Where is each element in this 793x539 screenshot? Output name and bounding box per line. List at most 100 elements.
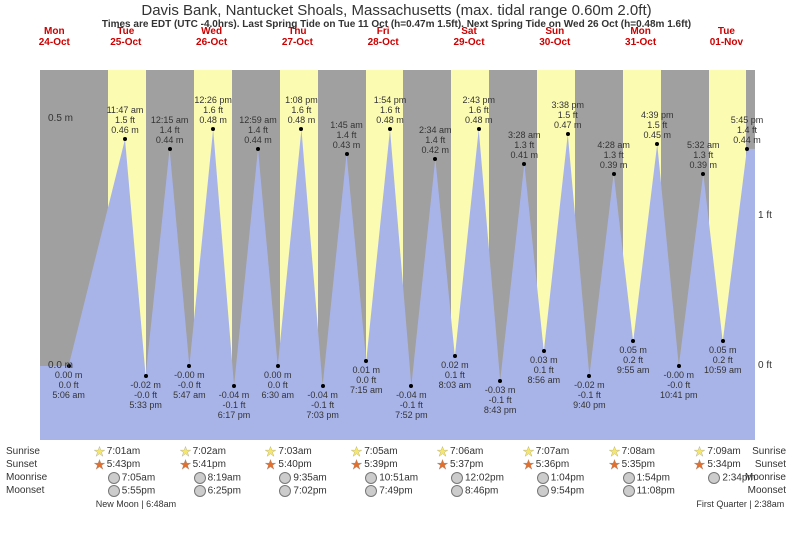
day-header: Tue01-Nov <box>686 26 766 48</box>
high-tide-label: 5:45 pm1.4 ft0.44 m <box>719 115 775 145</box>
moonrise-value: 12:02pm <box>451 472 531 484</box>
tide-point <box>631 339 635 343</box>
moon-icon <box>108 485 120 497</box>
star-icon <box>180 459 191 470</box>
tide-point <box>211 127 215 131</box>
y-tick-left: 0.5 m <box>48 113 73 124</box>
tide-point <box>321 384 325 388</box>
tide-point <box>388 127 392 131</box>
star-icon <box>694 459 705 470</box>
sunset-value: 5:35pm <box>609 459 689 470</box>
tide-point <box>409 384 413 388</box>
tide-point <box>168 147 172 151</box>
sunset-value: 5:40pm <box>265 459 345 470</box>
high-tide-label: 4:39 pm1.5 ft0.45 m <box>629 110 685 140</box>
moon-icon <box>537 485 549 497</box>
tide-chart: Davis Bank, Nantucket Shoals, Massachuse… <box>0 0 793 539</box>
star-icon <box>437 446 448 457</box>
star-icon <box>351 459 362 470</box>
moon-icon <box>365 485 377 497</box>
tide-point <box>187 364 191 368</box>
low-tide-label: 0.00 m0.0 ft5:06 am <box>41 370 97 400</box>
tide-point <box>453 354 457 358</box>
sunrise-value: 7:09am <box>694 446 774 457</box>
tide-point <box>345 152 349 156</box>
tide-point <box>433 157 437 161</box>
sunset-value: 5:41pm <box>180 459 260 470</box>
sun-row-label-left: Moonset <box>6 485 44 496</box>
moon-icon <box>708 472 720 484</box>
star-icon <box>523 459 534 470</box>
high-tide-label: 3:28 am1.3 ft0.41 m <box>496 130 552 160</box>
moon-icon <box>279 472 291 484</box>
day-header: Sun30-Oct <box>515 26 595 48</box>
star-icon <box>94 459 105 470</box>
tide-point <box>477 127 481 131</box>
moonrise-value: 9:35am <box>279 472 359 484</box>
star-icon <box>180 446 191 457</box>
tide-point <box>498 379 502 383</box>
moonrise-value: 10:51am <box>365 472 445 484</box>
day-header: Mon31-Oct <box>601 26 681 48</box>
high-tide-label: 3:38 pm1.5 ft0.47 m <box>540 100 596 130</box>
sunrise-value: 7:01am <box>94 446 174 457</box>
y-tick-right: 1 ft <box>758 210 772 221</box>
day-header: Wed26-Oct <box>172 26 252 48</box>
sunrise-value: 7:06am <box>437 446 517 457</box>
plot-area: 0.00 m0.0 ft5:06 am11:47 am1.5 ft0.46 m-… <box>40 70 755 440</box>
tide-point <box>745 147 749 151</box>
chart-title: Davis Bank, Nantucket Shoals, Massachuse… <box>0 0 793 19</box>
moon-icon <box>623 472 635 484</box>
low-tide-label: -0.04 m-0.1 ft7:52 pm <box>383 390 439 420</box>
tide-point <box>232 384 236 388</box>
tide-point <box>677 364 681 368</box>
sunset-value: 5:39pm <box>351 459 431 470</box>
sunset-value: 5:36pm <box>523 459 603 470</box>
low-tide-label: -0.03 m-0.1 ft8:43 pm <box>472 385 528 415</box>
tide-point <box>522 162 526 166</box>
tide-point <box>655 142 659 146</box>
moon-icon <box>194 472 206 484</box>
day-header: Fri28-Oct <box>343 26 423 48</box>
moonset-value: 11:08pm <box>623 485 703 497</box>
sunrise-value: 7:08am <box>609 446 689 457</box>
sun-row-label-left: Sunset <box>6 459 37 470</box>
moonset-value: 9:54pm <box>537 485 617 497</box>
moonset-value: 6:25pm <box>194 485 274 497</box>
star-icon <box>609 446 620 457</box>
moonrise-value: 1:04pm <box>537 472 617 484</box>
high-tide-label: 2:43 pm1.6 ft0.48 m <box>451 95 507 125</box>
moon-icon <box>451 472 463 484</box>
low-tide-label: -0.02 m-0.1 ft9:40 pm <box>561 380 617 410</box>
star-icon <box>351 446 362 457</box>
sunrise-value: 7:03am <box>265 446 345 457</box>
low-tide-label: 0.05 m0.2 ft10:59 am <box>695 345 751 375</box>
moon-icon <box>279 485 291 497</box>
moon-icon <box>451 485 463 497</box>
moonset-value: 5:55pm <box>108 485 188 497</box>
day-header: Tue25-Oct <box>86 26 166 48</box>
high-tide-label: 4:28 am1.3 ft0.39 m <box>586 140 642 170</box>
moon-icon <box>623 485 635 497</box>
day-header: Sat29-Oct <box>429 26 509 48</box>
tide-point <box>701 172 705 176</box>
moonrise-value: 2:34pm <box>708 472 788 484</box>
moon-icon <box>365 472 377 484</box>
moonset-value: 7:02pm <box>279 485 359 497</box>
day-header: Mon24-Oct <box>14 26 94 48</box>
moonrise-value: 7:05am <box>108 472 188 484</box>
tide-point <box>721 339 725 343</box>
moonrise-value: 1:54pm <box>623 472 703 484</box>
tide-point <box>542 349 546 353</box>
sun-row-label-left: Sunrise <box>6 446 40 457</box>
tide-point <box>364 359 368 363</box>
tide-point <box>144 374 148 378</box>
star-icon <box>437 459 448 470</box>
moon-phase-label: First Quarter | 2:38am <box>696 499 784 509</box>
tide-point <box>123 137 127 141</box>
star-icon <box>265 459 276 470</box>
moon-icon <box>194 485 206 497</box>
star-icon <box>694 446 705 457</box>
star-icon <box>265 446 276 457</box>
sunrise-value: 7:07am <box>523 446 603 457</box>
